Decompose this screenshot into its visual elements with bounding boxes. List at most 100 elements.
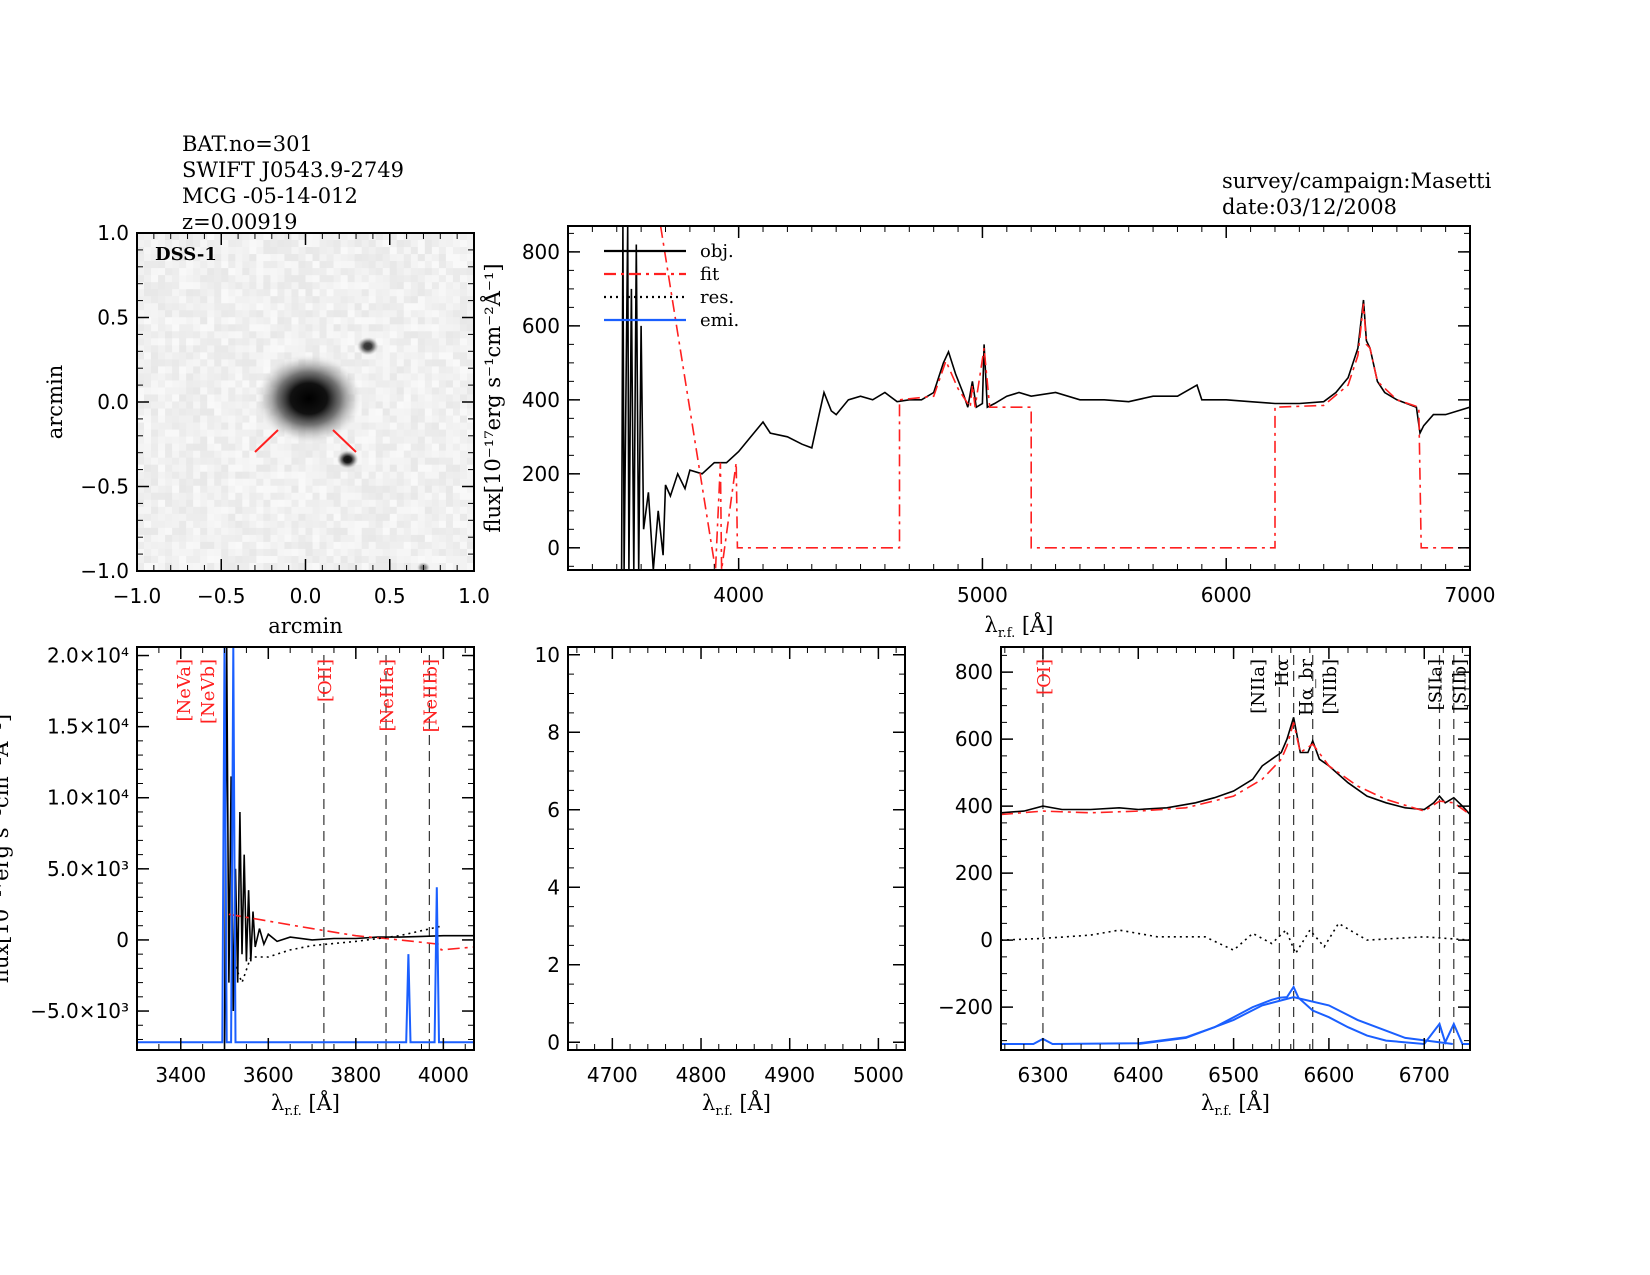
image-pixel — [186, 436, 194, 445]
image-pixel — [431, 303, 440, 311]
image-pixel — [445, 562, 454, 571]
image-pixel — [291, 282, 299, 290]
image-pixel — [431, 275, 440, 283]
image-pixel — [228, 380, 236, 388]
image-pixel — [179, 310, 187, 318]
image-pixel — [333, 513, 342, 522]
image-pixel — [389, 338, 398, 346]
image-pixel — [305, 261, 314, 269]
image-pixel — [410, 478, 419, 487]
image-pixel — [319, 331, 328, 339]
image-pixel — [319, 324, 328, 332]
image-pixel — [221, 352, 229, 360]
image-pixel — [228, 289, 236, 297]
image-pixel — [270, 338, 278, 346]
image-pixel — [256, 289, 264, 297]
image-pixel — [319, 289, 328, 297]
image-pixel — [305, 247, 314, 255]
image-pixel — [340, 261, 349, 269]
image-pixel — [403, 373, 412, 381]
image-pixel — [340, 331, 349, 339]
image-pixel — [249, 331, 257, 339]
image-pixel — [396, 562, 405, 571]
image-pixel — [417, 282, 426, 290]
image-pixel — [214, 401, 222, 410]
image-pixel — [235, 317, 243, 325]
image-pixel — [200, 331, 208, 339]
image-pixel — [382, 366, 391, 374]
image-pixel — [200, 380, 208, 388]
image-pixel — [305, 317, 314, 325]
image-pixel — [284, 464, 292, 473]
image-pixel — [144, 338, 152, 346]
image-pixel — [207, 436, 215, 445]
image-pixel — [207, 394, 215, 402]
image-pixel — [242, 303, 250, 311]
y-tick-label: 1.0×10⁴ — [47, 786, 129, 810]
image-pixel — [452, 527, 461, 536]
image-pixel — [263, 233, 271, 241]
image-pixel — [158, 485, 166, 494]
image-pixel — [284, 289, 292, 297]
image-pixel — [165, 275, 173, 283]
image-pixel — [466, 387, 474, 395]
image-pixel — [221, 499, 229, 508]
image-pixel — [200, 359, 208, 367]
image-pixel — [305, 282, 314, 290]
image-pixel — [389, 359, 398, 367]
image-pixel — [137, 513, 145, 522]
image-pixel — [326, 324, 335, 332]
image-pixel — [459, 282, 468, 290]
image-pixel — [452, 331, 461, 339]
image-pixel — [228, 422, 236, 431]
image-pixel — [137, 310, 145, 318]
image-pixel — [375, 394, 384, 402]
image-pixel — [158, 436, 166, 445]
image-pixel — [452, 506, 461, 515]
image-pixel — [249, 359, 257, 367]
image-pixel — [410, 492, 419, 501]
image-pixel — [277, 317, 285, 325]
image-pixel — [193, 359, 201, 367]
image-pixel — [193, 478, 201, 487]
image-pixel — [207, 471, 215, 480]
image-pixel — [431, 520, 440, 529]
image-pixel — [186, 310, 194, 318]
image-pixel — [403, 303, 412, 311]
image-pixel — [298, 443, 306, 452]
image-pixel — [256, 520, 264, 529]
image-pixel — [312, 275, 321, 283]
image-pixel — [277, 534, 285, 543]
image-pixel — [298, 275, 306, 283]
image-pixel — [340, 338, 349, 346]
image-pixel — [410, 310, 419, 318]
image-pixel — [151, 471, 159, 480]
y-tick-label: −1.0 — [80, 559, 129, 583]
image-pixel — [242, 261, 250, 269]
image-pixel — [158, 268, 166, 276]
image-pixel — [235, 331, 243, 339]
image-pixel — [382, 324, 391, 332]
image-pixel — [193, 240, 201, 248]
image-pixel — [228, 247, 236, 255]
image-pixel — [403, 485, 412, 494]
image-pixel — [326, 310, 335, 318]
image-pixel — [312, 513, 321, 522]
image-pixel — [326, 548, 335, 557]
image-pixel — [256, 548, 264, 557]
image-pixel — [438, 338, 447, 346]
image-pixel — [459, 352, 468, 360]
image-pixel — [158, 415, 166, 424]
image-pixel — [431, 471, 440, 480]
image-pixel — [375, 471, 384, 480]
image-pixel — [256, 555, 264, 564]
image-pixel — [179, 457, 187, 466]
image-pixel — [207, 303, 215, 311]
image-pixel — [256, 541, 264, 550]
image-pixel — [221, 422, 229, 431]
image-pixel — [354, 555, 363, 564]
image-pixel — [347, 464, 356, 473]
image-pixel — [144, 352, 152, 360]
image-pixel — [277, 485, 285, 494]
image-pixel — [242, 415, 250, 424]
